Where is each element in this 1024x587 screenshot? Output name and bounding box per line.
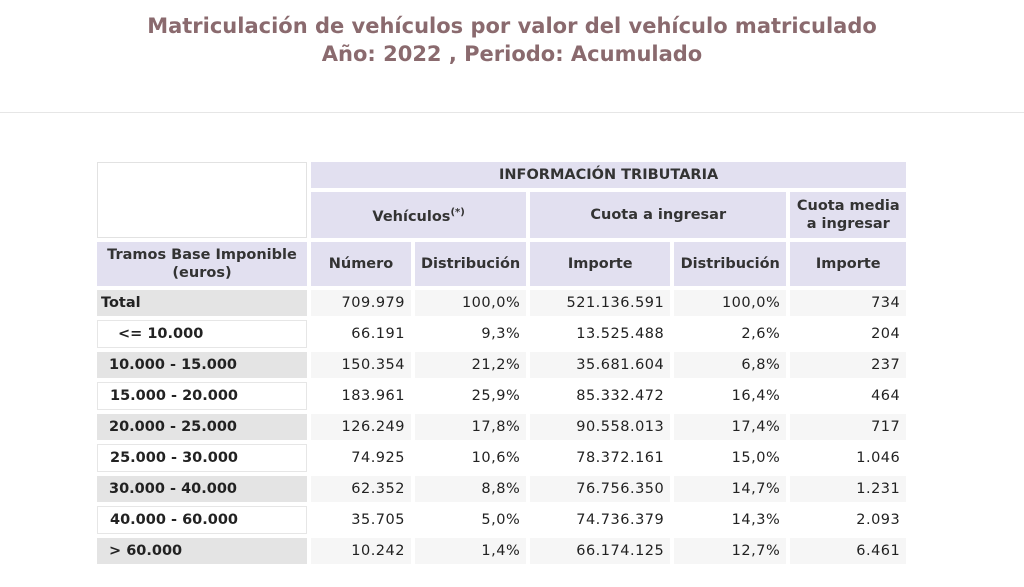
cell: 734 [790,290,907,316]
cell: 6,8% [674,352,787,378]
cell: 204 [790,320,907,348]
subtitle: Año: 2022 , Periodo: Acumulado [321,42,703,66]
subgroup-header: Cuota a ingresar [530,192,787,238]
column-header: Distribución [674,242,787,286]
subgroup-header: Vehículos(*) [311,192,527,238]
footnote-mark: (*) [450,207,465,219]
row-label: 10.000 - 15.000 [97,352,307,378]
cell: 35.681.604 [530,352,671,378]
cell: 10.242 [311,538,411,564]
cell: 78.372.161 [530,444,671,472]
cell: 14,3% [674,506,787,534]
cell: 2.093 [790,506,907,534]
row-label: 15.000 - 20.000 [97,382,307,410]
column-header: Distribución [415,242,527,286]
cell: 17,4% [674,414,787,440]
group-header: INFORMACIÓN TRIBUTARIA [311,162,907,188]
cell: 90.558.013 [530,414,671,440]
table-row: 10.000 - 15.000 150.354 21,2% 35.681.604 6,8… [97,352,907,378]
cell: 35.705 [311,506,411,534]
row-label: 30.000 - 40.000 [97,476,307,502]
row-label: 20.000 - 25.000 [97,414,307,440]
table-row: 20.000 - 25.000 126.249 17,8% 90.558.013 17,… [97,414,907,440]
table-row: Total 709.979 100,0% 521.136.591 100,0% 734 [97,290,907,316]
cell: 76.756.350 [530,476,671,502]
cell: 6.461 [790,538,907,564]
cell: 9,3% [415,320,527,348]
cell: 13.525.488 [530,320,671,348]
table-row: 30.000 - 40.000 62.352 8,8% 76.756.350 14,7%… [97,476,907,502]
cell: 150.354 [311,352,411,378]
cell: 74.736.379 [530,506,671,534]
column-header: Número [311,242,411,286]
cell: 66.191 [311,320,411,348]
corner-cell [97,162,307,238]
table-body: Total 709.979 100,0% 521.136.591 100,0% 734 <=… [97,290,907,564]
cell: 2,6% [674,320,787,348]
cell: 16,4% [674,382,787,410]
cell: 100,0% [674,290,787,316]
cell: 1.046 [790,444,907,472]
row-label: <= 10.000 [97,320,307,348]
subgroup-header: Cuota media a ingresar [790,192,907,238]
cell: 464 [790,382,907,410]
cell: 1.231 [790,476,907,502]
table-row: <= 10.000 66.191 9,3% 13.525.488 2,6% 204 [97,320,907,348]
row-label: Total [97,290,307,316]
cell: 521.136.591 [530,290,671,316]
cell: 10,6% [415,444,527,472]
cell: 15,0% [674,444,787,472]
cell: 14,7% [674,476,787,502]
title: Matriculación de vehículos por valor del… [147,14,877,38]
titles: Matriculación de vehículos por valor del… [0,12,1024,68]
cell: 17,8% [415,414,527,440]
row-label: > 60.000 [97,538,307,564]
row-label: 40.000 - 60.000 [97,506,307,534]
cell: 5,0% [415,506,527,534]
cell: 126.249 [311,414,411,440]
column-header: Importe [530,242,671,286]
cell: 66.174.125 [530,538,671,564]
cell: 717 [790,414,907,440]
cell: 21,2% [415,352,527,378]
cell: 74.925 [311,444,411,472]
cell: 100,0% [415,290,527,316]
cell: 237 [790,352,907,378]
row-label: 25.000 - 30.000 [97,444,307,472]
table-row: 15.000 - 20.000 183.961 25,9% 85.332.472 16,… [97,382,907,410]
separator [0,112,1024,113]
table-row: > 60.000 10.242 1,4% 66.174.125 12,7% 6.461 [97,538,907,564]
cell: 85.332.472 [530,382,671,410]
cell: 62.352 [311,476,411,502]
table-row: 40.000 - 60.000 35.705 5,0% 74.736.379 14,3%… [97,506,907,534]
cell: 183.961 [311,382,411,410]
data-table: INFORMACIÓN TRIBUTARIA Vehículos(*) Cuot… [93,158,910,568]
column-header: Importe [790,242,907,286]
cell: 25,9% [415,382,527,410]
table-row: 25.000 - 30.000 74.925 10,6% 78.372.161 15,0… [97,444,907,472]
row-header: Tramos Base Imponible (euros) [97,242,307,286]
cell: 12,7% [674,538,787,564]
cell: 709.979 [311,290,411,316]
subgroup-label: Vehículos [372,208,451,225]
cell: 8,8% [415,476,527,502]
cell: 1,4% [415,538,527,564]
